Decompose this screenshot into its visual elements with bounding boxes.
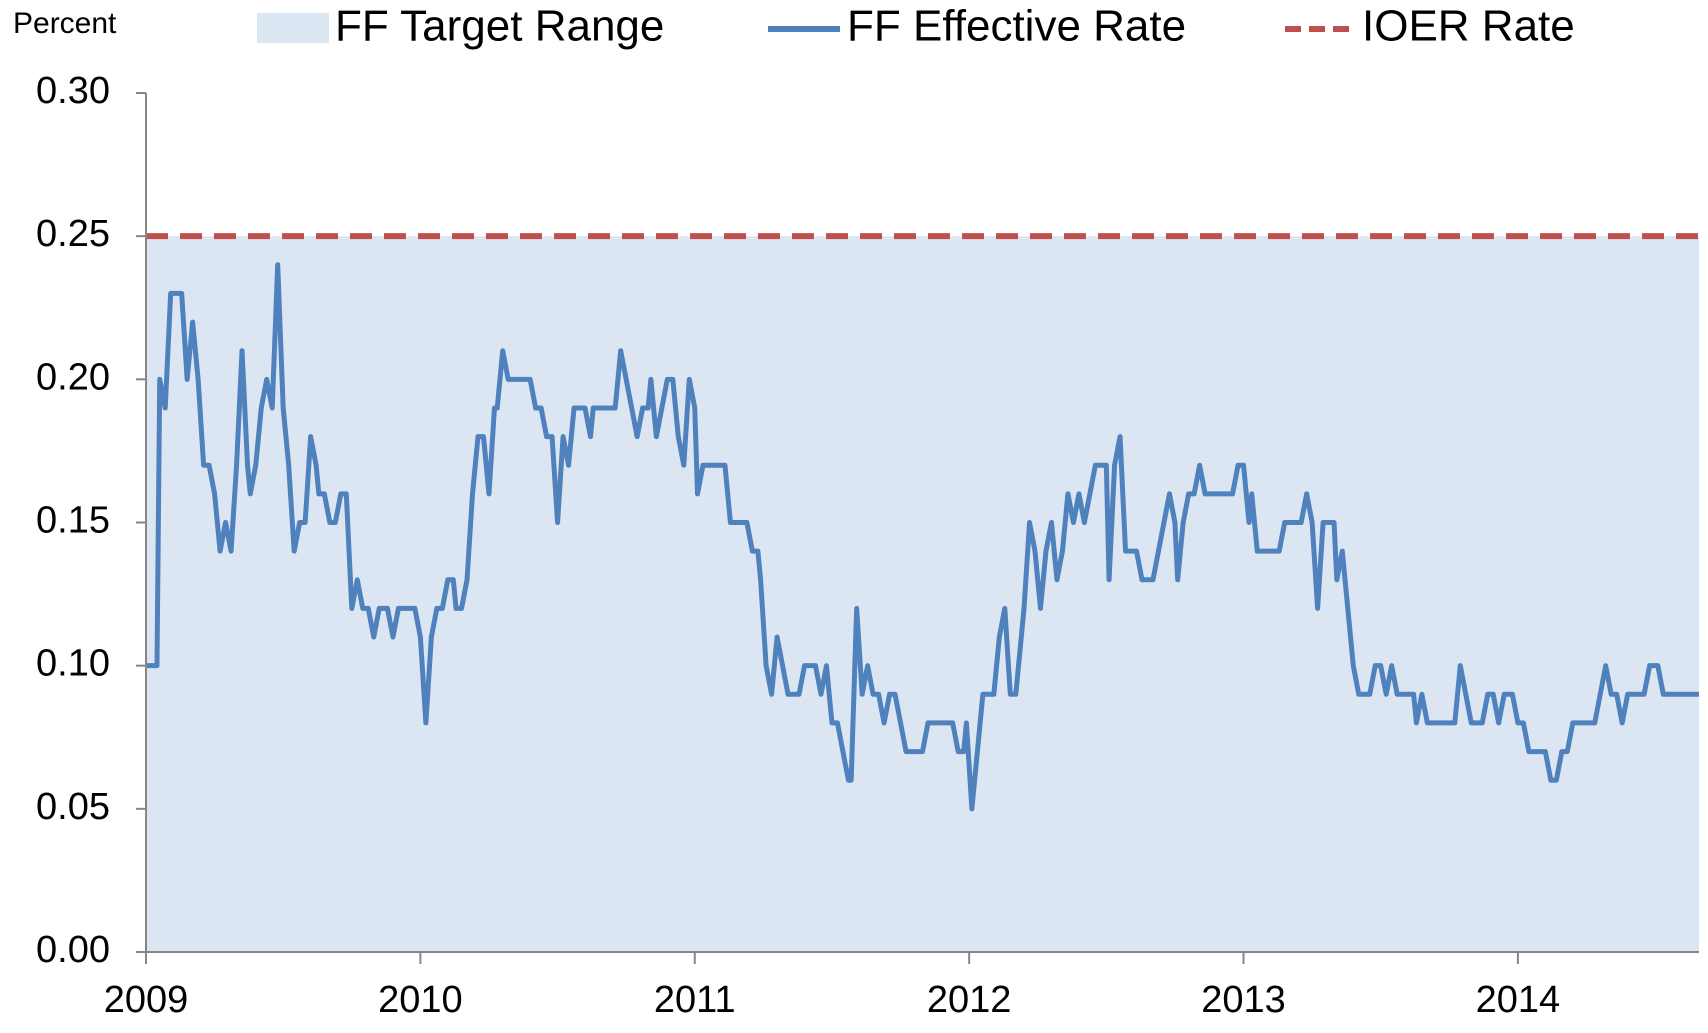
y-tick-label: 0.05 <box>36 786 110 828</box>
x-tick-label: 2009 <box>104 979 189 1021</box>
x-tick-label: 2010 <box>378 979 463 1021</box>
plot-area <box>146 233 1699 952</box>
legend-swatch <box>257 13 329 43</box>
legend: FF Target Range FF Effective Rate IOER Rat… <box>257 2 1575 51</box>
legend-label: FF Target Range <box>335 2 664 51</box>
x-tick-label: 2012 <box>927 979 1012 1021</box>
y-unit-label: Percent <box>13 7 117 40</box>
x-tick-label: 2011 <box>654 979 736 1021</box>
y-tick-label: 0.20 <box>36 356 110 398</box>
x-tick-label: 2013 <box>1201 979 1286 1021</box>
target-range-area <box>146 236 1699 952</box>
legend-label: FF Effective Rate <box>847 2 1186 51</box>
y-tick-label: 0.15 <box>36 500 110 542</box>
y-tick-label: 0.00 <box>36 929 110 971</box>
effective-rate-line <box>146 262 1699 812</box>
y-tick-label: 0.10 <box>36 643 110 685</box>
legend-label: IOER Rate <box>1362 2 1575 51</box>
x-tick-label: 2014 <box>1476 979 1561 1021</box>
y-tick-label: 0.30 <box>36 70 110 112</box>
y-tick-label: 0.25 <box>36 213 110 255</box>
